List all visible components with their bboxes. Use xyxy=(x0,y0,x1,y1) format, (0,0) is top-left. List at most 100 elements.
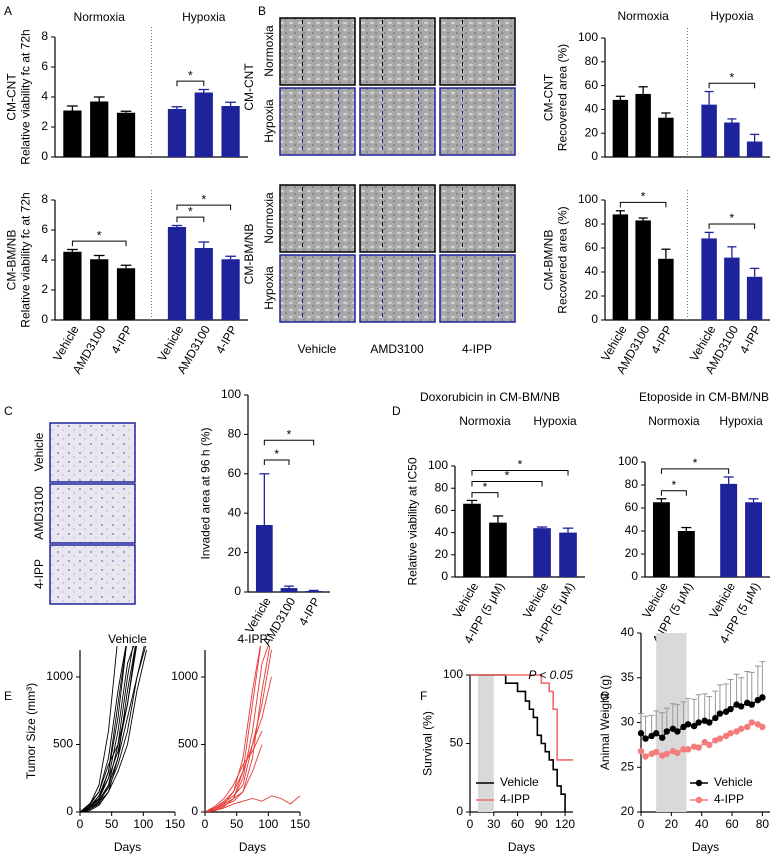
y-tick-label: 6 xyxy=(41,59,48,73)
data-point xyxy=(727,730,734,737)
panel-label: A xyxy=(4,4,12,18)
group-header: Normoxia xyxy=(459,414,511,428)
data-point xyxy=(716,735,724,742)
y-tick-label: 0 xyxy=(191,804,198,818)
bar xyxy=(221,106,240,157)
significance-label: * xyxy=(483,480,488,494)
data-point xyxy=(744,723,751,731)
series-line xyxy=(205,649,272,812)
significance-label: * xyxy=(274,447,279,461)
data-point xyxy=(712,714,719,722)
series-line xyxy=(205,744,263,812)
y-tick-label: 100 xyxy=(221,387,241,401)
y-tick-label: 80 xyxy=(228,427,242,441)
chart-title: Doxorubicin in CM-BM/NB xyxy=(420,390,560,404)
legend-label: Vehicle xyxy=(500,775,539,789)
x-tick-label: 0 xyxy=(638,817,645,831)
panel-label: E xyxy=(4,689,12,703)
significance-bracket xyxy=(176,204,232,211)
y-tick-label: 0 xyxy=(591,149,598,163)
series-line xyxy=(205,730,263,812)
y-axis-label: CM-CNT xyxy=(5,73,19,121)
bar xyxy=(463,503,481,577)
x-tick-label: 90 xyxy=(535,817,549,831)
significance-label: * xyxy=(97,228,102,242)
legend-marker xyxy=(695,779,703,787)
micrograph xyxy=(439,17,516,86)
x-tick-label: 4-IPP xyxy=(108,323,135,356)
series-line xyxy=(80,649,147,812)
data-point xyxy=(680,746,687,753)
y-tick-label: 20 xyxy=(435,547,449,561)
bar xyxy=(116,112,136,157)
y-tick-label: 6 xyxy=(41,222,48,236)
chart-title: Vehicle xyxy=(108,632,147,646)
bar xyxy=(652,502,670,577)
bar xyxy=(701,104,717,157)
micrograph xyxy=(359,254,436,323)
y-tick-label: 0 xyxy=(41,149,48,163)
chart: 0 2 4 6 8 Normoxia Hypoxia * xyxy=(41,10,248,163)
micrograph xyxy=(439,87,516,156)
chart: 0 20 40 60 80 100 Normoxia Hypoxia * xyxy=(578,9,770,163)
y-tick-label: 60 xyxy=(435,503,449,517)
shaded-period xyxy=(477,675,494,812)
y-tick-label: 20 xyxy=(625,546,639,560)
x-tick-label: 30 xyxy=(487,817,501,831)
bar xyxy=(255,525,273,592)
panel-label: B xyxy=(258,4,266,18)
data-point xyxy=(737,725,745,732)
y-tick-label: 40 xyxy=(228,505,242,519)
data-point xyxy=(716,710,724,717)
micrograph xyxy=(49,422,136,483)
data-point xyxy=(759,694,766,701)
y-tick-label: 0 xyxy=(456,804,463,818)
y-tick-label: 50 xyxy=(450,736,464,750)
micrograph xyxy=(359,184,436,253)
group-header: Normoxia xyxy=(648,414,700,428)
y-tick-label: 8 xyxy=(41,192,48,206)
chart: 0 500 1000 Vehicle 0 50 100 150 Days xyxy=(46,632,185,854)
data-point xyxy=(690,722,698,730)
data-point xyxy=(642,753,649,760)
legend-marker xyxy=(695,796,703,804)
significance-bracket xyxy=(71,240,127,247)
y-tick-label: 25 xyxy=(621,759,635,773)
bar xyxy=(612,99,629,157)
data-point xyxy=(748,719,755,726)
y-tick-label: 100 xyxy=(578,30,598,44)
significance-label: * xyxy=(287,427,292,441)
group-header: Normoxia xyxy=(74,10,126,24)
y-axis-label: Recovered area (%) xyxy=(556,44,570,151)
x-tick-label: 4-IPP xyxy=(213,323,240,356)
y-tick-label: 0 xyxy=(41,312,48,326)
y-axis-label: CM-CNT xyxy=(542,73,556,121)
series-line xyxy=(80,646,137,812)
bar xyxy=(724,122,740,157)
image-group-label: CM-BM/NB xyxy=(242,224,256,285)
significance-label: * xyxy=(693,456,698,470)
y-tick-label: 4 xyxy=(41,252,48,266)
micrograph xyxy=(359,87,436,156)
group-header: Hypoxia xyxy=(710,9,754,23)
annotation: P < 0.05 xyxy=(528,668,573,682)
y-tick-label: 1000 xyxy=(171,669,198,683)
series-line xyxy=(80,646,118,812)
bar xyxy=(305,591,323,592)
y-tick-label: 20 xyxy=(621,804,635,818)
micrograph xyxy=(49,483,136,544)
y-tick-label: 0 xyxy=(631,569,638,583)
y-axis-label: Relative viability fc at 72h xyxy=(19,192,33,327)
y-tick-label: 80 xyxy=(625,477,639,491)
data-point xyxy=(637,730,645,737)
legend-label: Vehicle xyxy=(714,775,753,789)
bar xyxy=(63,251,82,320)
y-axis-label: Survival (%) xyxy=(421,711,435,776)
y-tick-label: 20 xyxy=(585,288,599,302)
x-tick-label: 100 xyxy=(133,817,153,831)
x-tick-label: 50 xyxy=(230,817,244,831)
x-tick-label: 100 xyxy=(258,817,278,831)
